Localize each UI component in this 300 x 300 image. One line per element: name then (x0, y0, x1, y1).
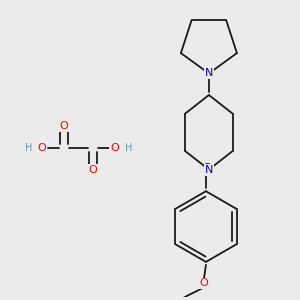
Text: O: O (200, 278, 208, 289)
Text: H: H (25, 143, 32, 153)
Text: H: H (125, 143, 132, 153)
Text: O: O (110, 143, 119, 153)
Text: N: N (205, 68, 213, 78)
Text: O: O (38, 143, 46, 153)
Text: O: O (59, 122, 68, 131)
Text: N: N (205, 165, 213, 175)
Text: O: O (89, 165, 98, 175)
